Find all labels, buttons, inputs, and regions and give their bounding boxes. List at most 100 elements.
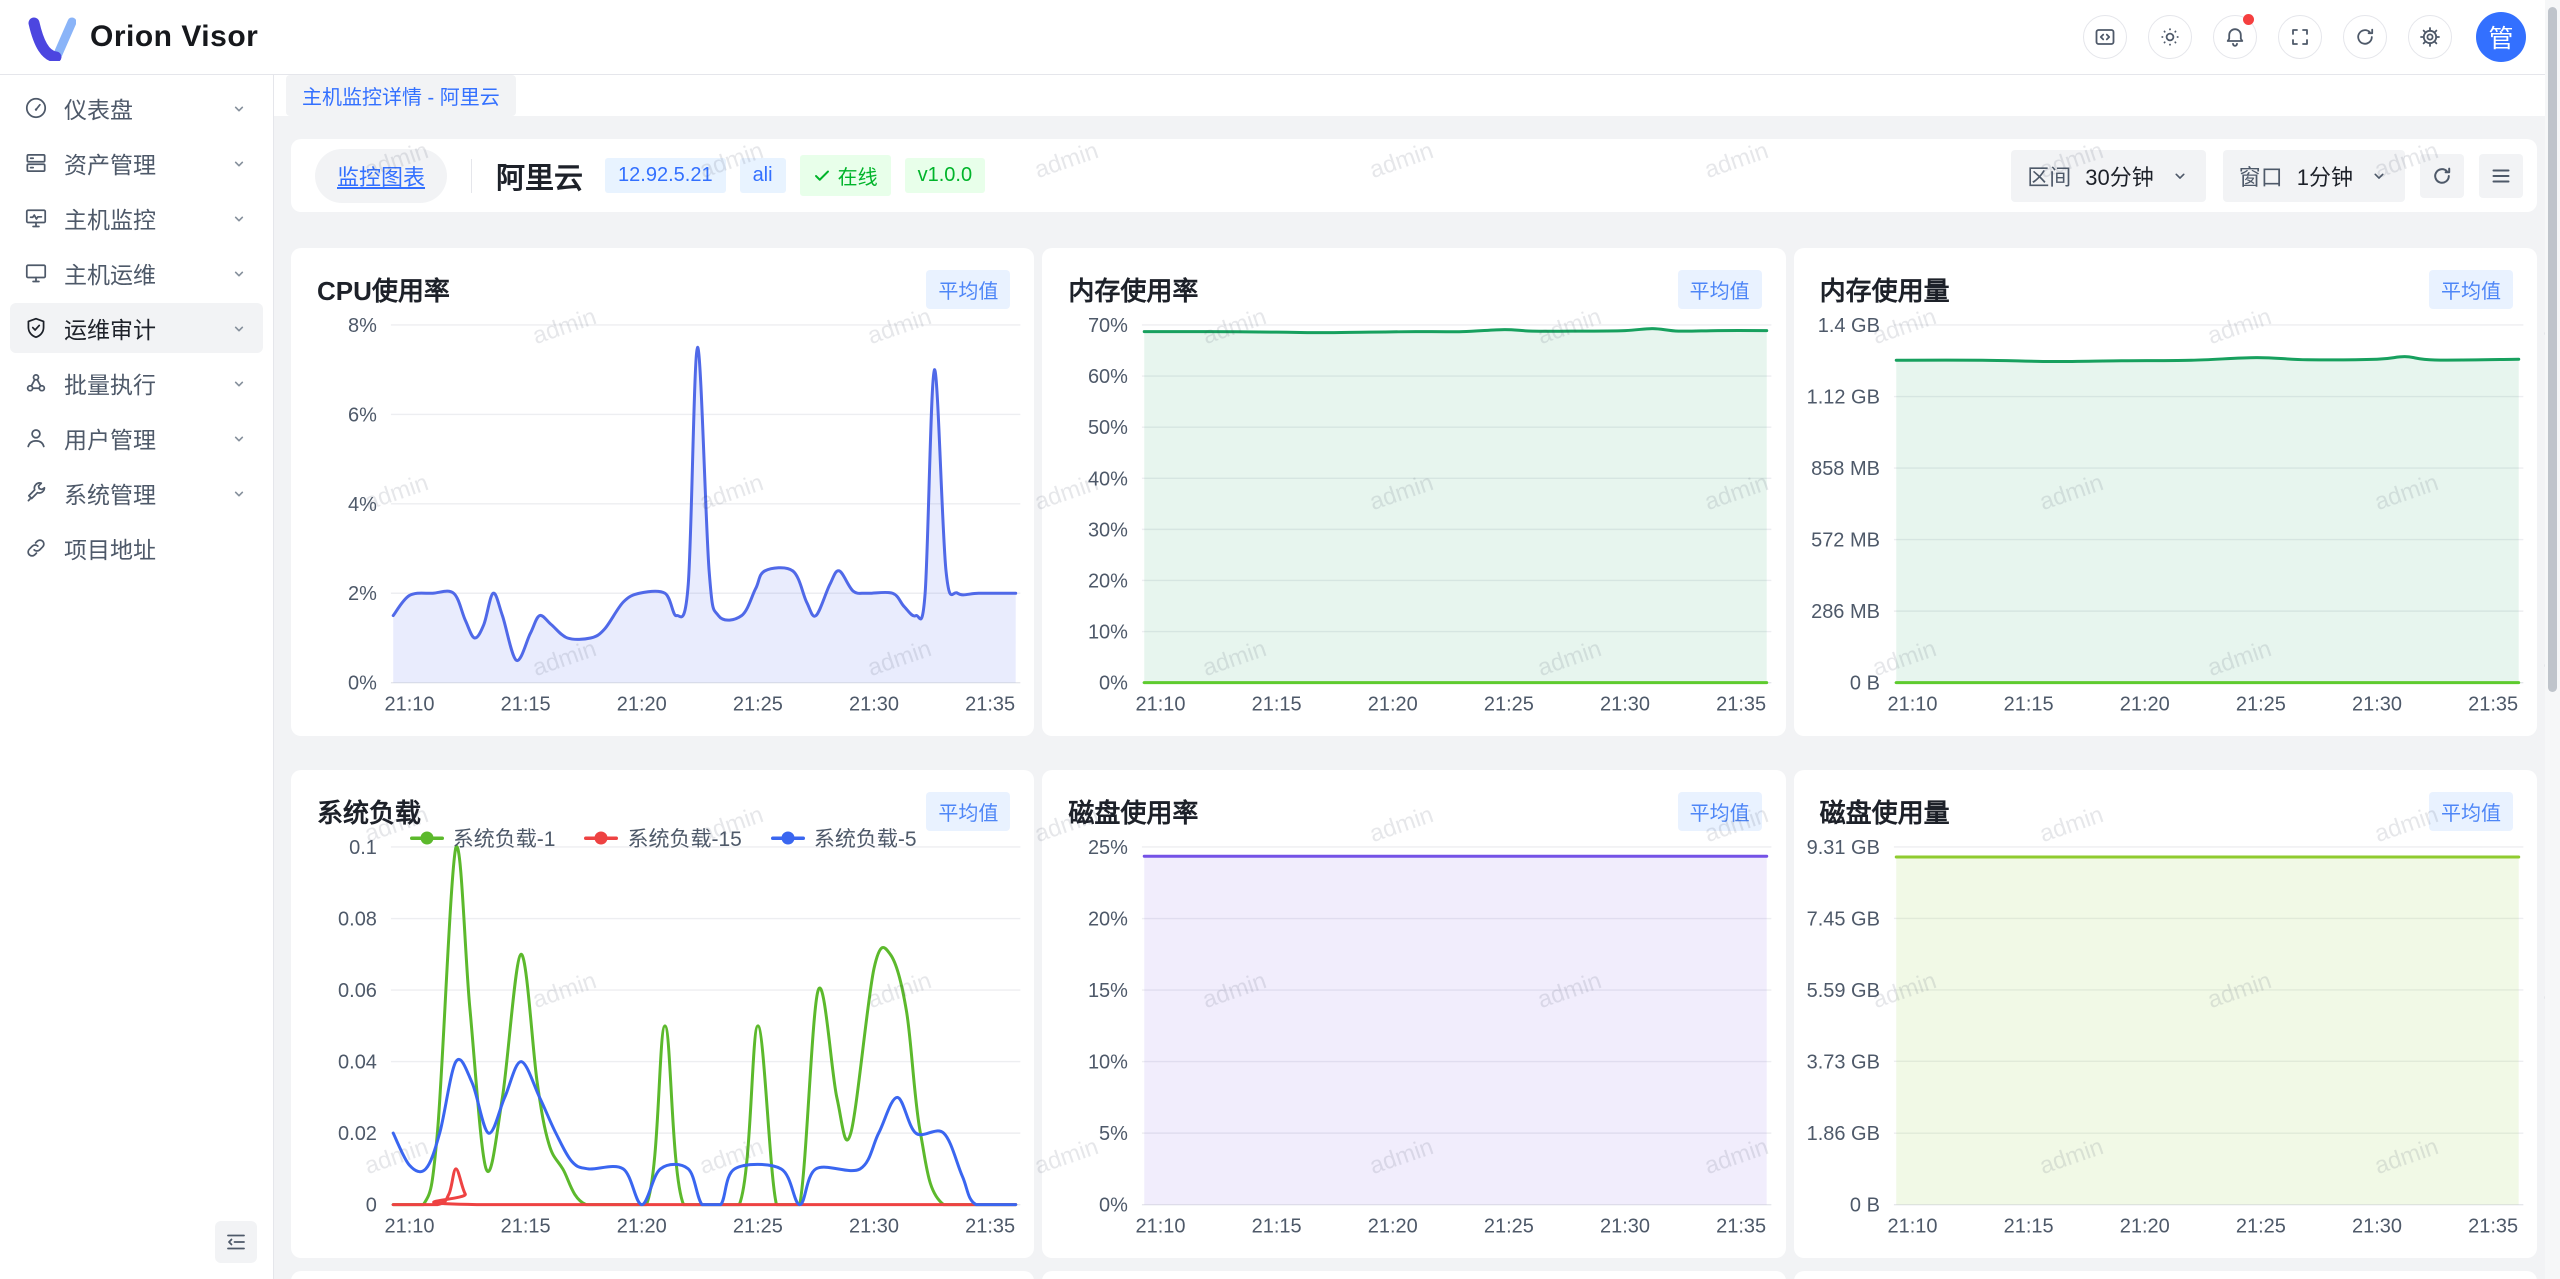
svg-text:3.73 GB: 3.73 GB	[1806, 1051, 1879, 1073]
svg-text:21:10: 21:10	[1136, 1216, 1186, 1238]
chevron-down-icon	[2369, 166, 2389, 186]
sidebar-item-label: 项目地址	[64, 531, 156, 565]
charts-grid: CPU使用率平均值 0%2%4%6%8%21:1021:1521:2021:25…	[291, 248, 2537, 1258]
legend-item[interactable]: 系统负载-15	[583, 823, 741, 853]
svg-text:0 B: 0 B	[1850, 673, 1880, 695]
window-select[interactable]: 窗口 1分钟	[2223, 150, 2405, 202]
sidebar-item-batch[interactable]: 批量执行	[10, 358, 263, 408]
svg-text:0.08: 0.08	[338, 909, 377, 931]
sidebar-item-user[interactable]: 用户管理	[10, 413, 263, 463]
svg-text:21:10: 21:10	[1887, 1216, 1937, 1238]
cpu-usage-plot: 0%2%4%6%8%21:1021:1521:2021:2521:3021:35	[291, 311, 1034, 721]
svg-text:0%: 0%	[1099, 1195, 1128, 1217]
batch-icon	[23, 370, 49, 396]
refresh-charts-button[interactable]	[2420, 154, 2464, 198]
sidebar-item-label: 系统管理	[64, 476, 156, 510]
average-badge: 平均值	[2429, 270, 2513, 309]
svg-text:21:30: 21:30	[849, 1216, 899, 1238]
sidebar-item-label: 主机运维	[64, 256, 156, 290]
legend-item[interactable]: 系统负载-5	[770, 823, 917, 853]
content: 监控图表 阿里云 12.92.5.21ali在线v1.0.0 区间 30分钟 窗…	[274, 116, 2545, 1279]
wrench-icon	[23, 480, 49, 506]
svg-text:21:35: 21:35	[1716, 1216, 1766, 1238]
chevron-down-icon	[229, 429, 249, 449]
disk-usage-rate-plot: 0%5%10%15%20%25%21:1021:1521:2021:2521:3…	[1042, 833, 1785, 1243]
host-tag: 12.92.5.21	[605, 158, 726, 193]
svg-text:21:30: 21:30	[1600, 1216, 1650, 1238]
chart-card-disk-usage-rate: 磁盘使用率平均值 0%5%10%15%20%25%21:1021:1521:20…	[1042, 770, 1785, 1258]
range-select[interactable]: 区间 30分钟	[2011, 150, 2206, 202]
theme-toggle-button[interactable]	[2148, 15, 2192, 59]
chart-card-partial	[291, 1271, 1034, 1279]
svg-text:20%: 20%	[1088, 909, 1128, 931]
settings-button[interactable]	[2408, 15, 2452, 59]
fullscreen-button[interactable]	[2278, 15, 2322, 59]
breadcrumb-bar: 主机监控详情 - 阿里云	[274, 75, 2545, 116]
code-icon	[2093, 25, 2117, 49]
svg-text:2%: 2%	[348, 583, 377, 605]
next-row-partial	[291, 1271, 2537, 1279]
sidebar-collapse-button[interactable]	[215, 1221, 257, 1263]
sidebar-item-label: 主机监控	[64, 201, 156, 235]
svg-text:21:20: 21:20	[2119, 694, 2169, 716]
divider	[471, 159, 472, 193]
svg-text:15%: 15%	[1088, 980, 1128, 1002]
sidebar-item-wrench[interactable]: 系统管理	[10, 468, 263, 518]
svg-text:21:20: 21:20	[617, 1216, 667, 1238]
menu-fold-icon	[224, 1230, 248, 1254]
svg-text:40%: 40%	[1088, 468, 1128, 490]
check-icon	[813, 167, 831, 185]
svg-text:1.86 GB: 1.86 GB	[1806, 1123, 1879, 1145]
chevron-down-icon	[229, 319, 249, 339]
sidebar-item-link[interactable]: 项目地址	[10, 523, 263, 573]
sidebar-item-audit-shield[interactable]: 运维审计	[10, 303, 263, 353]
chart-controls: 区间 30分钟 窗口 1分钟	[1994, 150, 2537, 202]
sidebar-item-dashboard[interactable]: 仪表盘	[10, 83, 263, 133]
chevron-down-icon	[229, 374, 249, 394]
memory-usage-amount-plot: 0 B286 MB572 MB858 MB1.12 GB1.4 GB21:102…	[1794, 311, 2537, 721]
sidebar-item-host-ops[interactable]: 主机运维	[10, 248, 263, 298]
svg-text:5.59 GB: 5.59 GB	[1806, 980, 1879, 1002]
svg-text:21:35: 21:35	[2468, 694, 2518, 716]
main-area: 主机监控详情 - 阿里云 监控图表 阿里云 12.92.5.21ali在线v1.…	[274, 75, 2545, 1279]
breadcrumb[interactable]: 主机监控详情 - 阿里云	[286, 75, 516, 116]
svg-text:0.06: 0.06	[338, 980, 377, 1002]
average-badge: 平均值	[926, 270, 1010, 309]
memory-usage-rate-plot: 0%10%20%30%40%50%60%70%21:1021:1521:2021…	[1042, 311, 1785, 721]
svg-text:25%: 25%	[1088, 837, 1128, 859]
notifications-button[interactable]	[2213, 15, 2257, 59]
chart-card-memory-usage-amount: 内存使用量平均值 0 B286 MB572 MB858 MB1.12 GB1.4…	[1794, 248, 2537, 736]
audit-shield-icon	[23, 315, 49, 341]
sidebar-item-assets[interactable]: 资产管理	[10, 138, 263, 188]
svg-text:8%: 8%	[348, 315, 377, 337]
legend-marker-icon	[770, 830, 806, 846]
svg-text:21:25: 21:25	[2236, 1216, 2286, 1238]
legend-label: 系统负载-1	[453, 823, 556, 853]
topbar: Orion Visor 管	[0, 0, 2560, 75]
host-tag: ali	[740, 158, 786, 193]
scrollbar-thumb[interactable]	[2548, 7, 2557, 692]
dashboard-icon	[23, 95, 49, 121]
user-avatar[interactable]: 管	[2476, 12, 2526, 62]
chart-card-system-load: 系统负载平均值 系统负载-1系统负载-15系统负载-5 00.020.040.0…	[291, 770, 1034, 1258]
online-check-icon	[813, 167, 831, 185]
svg-text:21:15: 21:15	[501, 1216, 551, 1238]
refresh-page-button[interactable]	[2343, 15, 2387, 59]
svg-text:21:15: 21:15	[1252, 1216, 1302, 1238]
svg-text:0.02: 0.02	[338, 1123, 377, 1145]
range-select-value: 30分钟	[2085, 160, 2153, 192]
svg-text:21:30: 21:30	[849, 694, 899, 716]
svg-text:0 B: 0 B	[1850, 1195, 1880, 1217]
svg-text:7.45 GB: 7.45 GB	[1806, 908, 1879, 930]
assets-icon	[23, 150, 49, 176]
chart-layout-menu-button[interactable]	[2479, 154, 2523, 198]
tab-monitor-charts[interactable]: 监控图表	[315, 149, 447, 203]
fullscreen-icon	[2288, 25, 2312, 49]
chevron-down-icon	[229, 484, 249, 504]
window-select-label: 窗口	[2239, 160, 2283, 192]
code-button[interactable]	[2083, 15, 2127, 59]
host-tag: 在线	[800, 155, 891, 196]
svg-text:1.12 GB: 1.12 GB	[1806, 387, 1879, 409]
sidebar-item-host-monitor[interactable]: 主机监控	[10, 193, 263, 243]
legend-item[interactable]: 系统负载-1	[409, 823, 556, 853]
